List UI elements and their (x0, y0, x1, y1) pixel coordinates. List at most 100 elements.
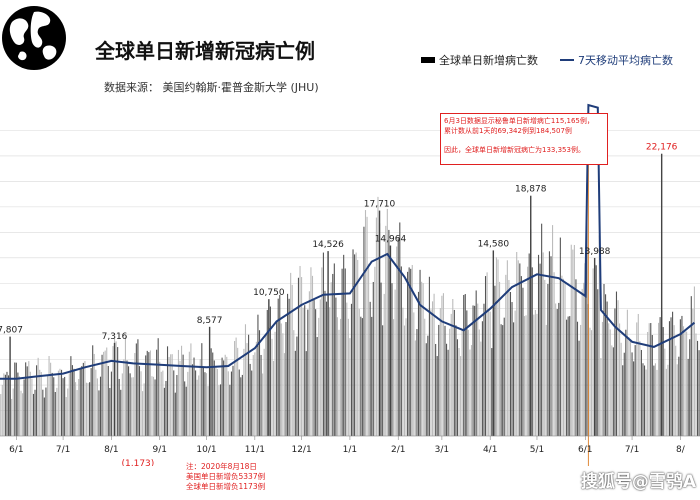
daily-bar (360, 316, 362, 436)
daily-bar (224, 354, 226, 436)
daily-bar (166, 346, 169, 436)
daily-bar (622, 365, 624, 436)
daily-bar (631, 352, 633, 436)
daily-bar (159, 361, 161, 436)
daily-bar (427, 335, 429, 436)
daily-bar (645, 369, 647, 436)
daily-bar (274, 331, 276, 436)
daily-bar (611, 345, 613, 436)
daily-bar (3, 373, 5, 436)
daily-bar (106, 347, 108, 436)
daily-bar (670, 317, 672, 436)
daily-bar (383, 293, 385, 436)
data-label: 18,878 (515, 185, 547, 195)
daily-bar (681, 315, 683, 436)
legend-line: 7天移动平均病亡数 (560, 52, 673, 68)
daily-bar (586, 183, 588, 436)
data-source: 数据来源： 美国约翰斯·霍普金斯大学 (JHU) (104, 81, 319, 94)
daily-bar (341, 268, 343, 436)
daily-bar (201, 343, 203, 436)
daily-bar (54, 392, 56, 436)
daily-bar (525, 315, 527, 436)
daily-bar (511, 302, 513, 436)
daily-bar (522, 287, 524, 436)
daily-bar (562, 278, 565, 436)
daily-bar (96, 378, 98, 436)
daily-bar (452, 299, 454, 436)
daily-bar (556, 309, 558, 436)
daily-bar (215, 366, 217, 436)
daily-bar (157, 338, 159, 436)
daily-bar (458, 348, 460, 436)
daily-bar (573, 244, 575, 436)
daily-bar (369, 301, 371, 436)
daily-bar (633, 361, 635, 436)
daily-bar (503, 317, 505, 436)
daily-bar (276, 320, 278, 436)
daily-bar (495, 257, 497, 436)
data-label: 17,710 (364, 200, 396, 210)
daily-bar (665, 368, 667, 436)
daily-bar (497, 259, 499, 436)
daily-bar (419, 269, 421, 436)
daily-bar (541, 223, 543, 436)
daily-bar (569, 316, 571, 436)
daily-bar (643, 365, 646, 436)
daily-bar (244, 324, 247, 436)
daily-bar (22, 393, 24, 436)
daily-bar (126, 360, 128, 436)
peak-bar (593, 257, 596, 436)
daily-bar (75, 382, 77, 436)
daily-bar (316, 337, 318, 436)
x-tick-label: 7/1 (625, 445, 639, 455)
daily-bar (262, 373, 264, 436)
daily-bar (393, 319, 395, 436)
daily-bar (450, 313, 452, 436)
daily-bar (514, 310, 516, 436)
daily-bar (639, 341, 641, 436)
daily-bar (240, 377, 242, 436)
daily-bar (199, 359, 201, 436)
peak-bar (208, 326, 211, 436)
daily-bar (252, 354, 254, 436)
daily-bar (447, 349, 449, 436)
data-label: 13,988 (579, 247, 611, 257)
daily-bar (152, 376, 155, 436)
daily-bar (584, 263, 586, 436)
daily-bar (115, 341, 117, 436)
daily-bar (243, 348, 245, 436)
daily-bar (117, 347, 119, 436)
daily-bar (575, 279, 577, 436)
daily-bar (294, 350, 296, 436)
daily-bar (149, 350, 151, 436)
daily-bar (382, 325, 384, 436)
daily-bar (36, 365, 38, 436)
daily-bar (349, 338, 351, 436)
annotation-box: 6月3日数据显示秘鲁单日新增病亡115,165例， 累计数从前1天的69,342… (440, 113, 608, 165)
daily-bar (425, 343, 427, 436)
daily-bar (461, 329, 463, 436)
daily-bar (313, 300, 315, 436)
data-label: 22,176 (646, 143, 678, 153)
daily-bar (463, 294, 465, 436)
daily-bar (474, 305, 476, 436)
daily-bar (177, 349, 179, 436)
daily-bar (363, 226, 365, 436)
daily-bar (609, 329, 611, 436)
daily-bar (229, 384, 231, 436)
daily-bar (472, 305, 474, 436)
daily-bar (684, 330, 686, 436)
daily-bar (118, 378, 120, 436)
daily-bar (653, 365, 655, 436)
daily-bar (85, 382, 88, 436)
daily-bar (506, 260, 508, 436)
daily-bar (120, 389, 122, 436)
daily-bar (407, 271, 409, 436)
daily-bar (43, 397, 45, 436)
daily-bar (488, 309, 490, 436)
daily-bar (592, 268, 594, 436)
daily-bar (377, 196, 379, 436)
daily-bar (371, 316, 373, 436)
chart-title: 全球单日新增新冠病亡例 (95, 39, 315, 63)
daily-bar (198, 375, 200, 436)
